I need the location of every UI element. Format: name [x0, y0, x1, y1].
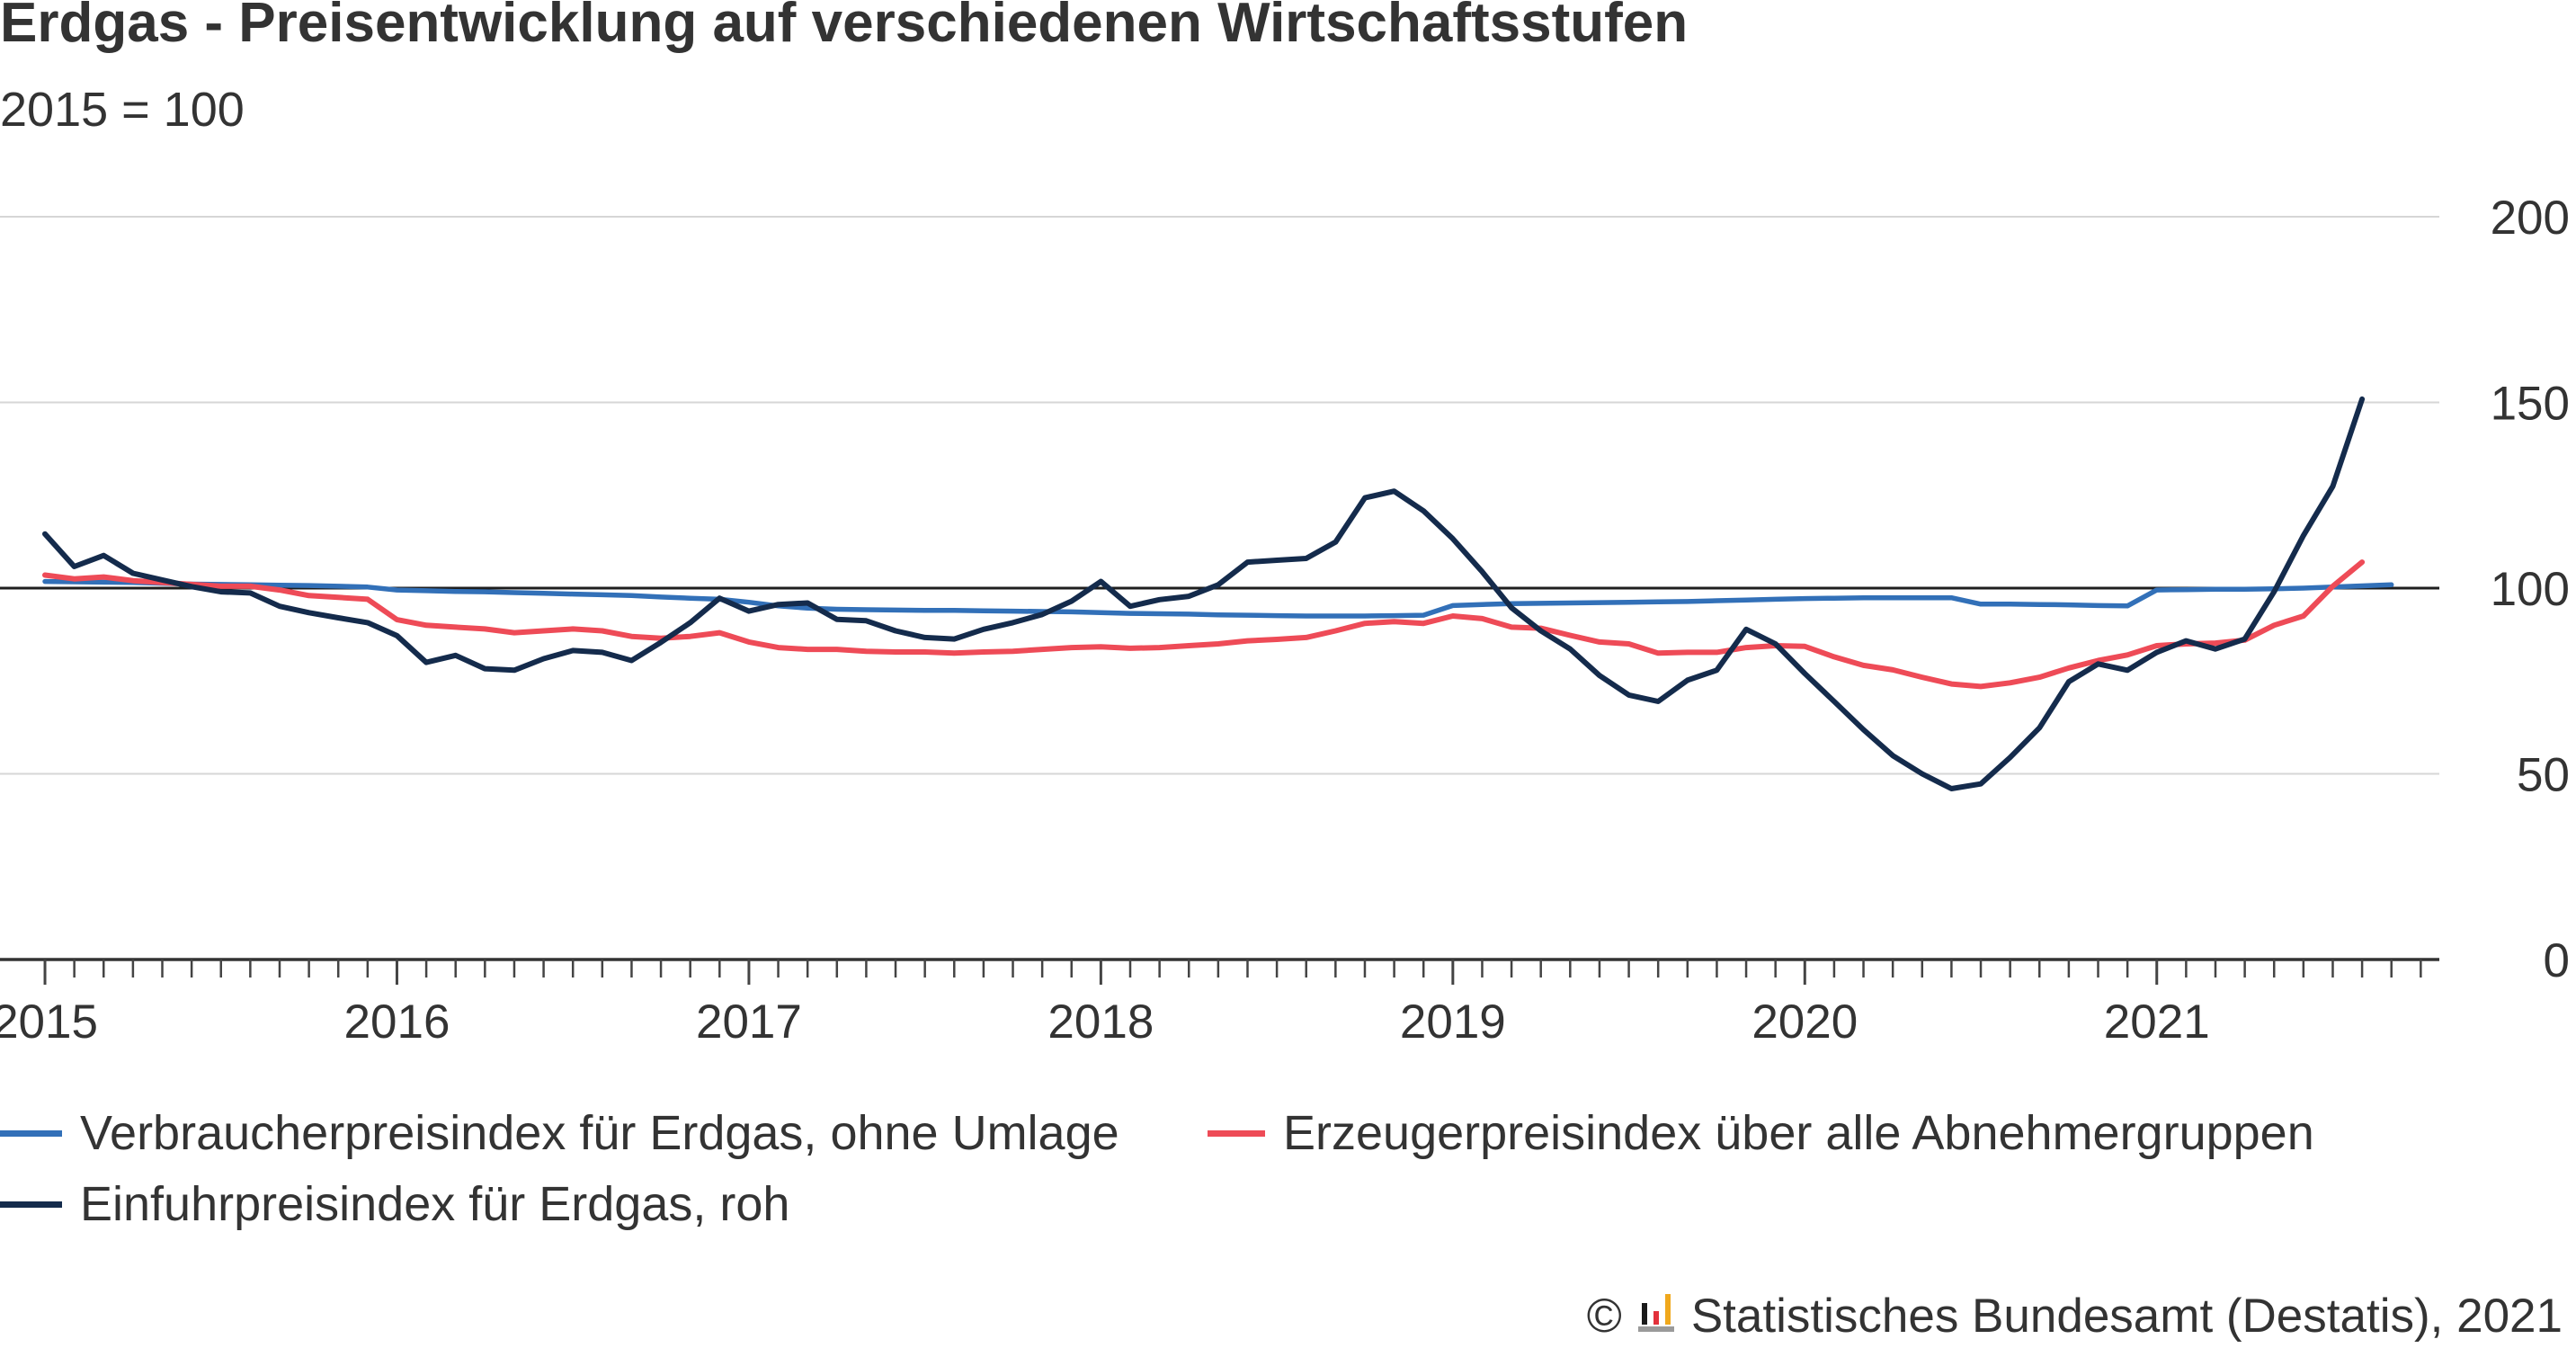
legend-row: Einfuhrpreisindex für Erdgas, roh: [0, 1180, 2576, 1228]
series-lines: [42, 396, 2394, 791]
chart-subtitle: 2015 = 100: [0, 83, 245, 137]
legend-row: Verbraucherpreisindex für Erdgas, ohne U…: [0, 1109, 2576, 1157]
legend-swatch: [1208, 1129, 1265, 1137]
series-line-import-price-index: [42, 396, 2366, 791]
x-tick-label: 2020: [1752, 995, 1858, 1049]
x-tick-label: 2017: [696, 995, 802, 1049]
x-tick-label: 2021: [2104, 995, 2210, 1049]
series-line-consumer-price-index: [42, 578, 2394, 619]
y-tick-label: 100: [2491, 563, 2570, 616]
x-tick-label: 2016: [344, 995, 450, 1049]
legend-item-consumer-price-index: Verbraucherpreisindex für Erdgas, ohne U…: [0, 1109, 1119, 1157]
x-tick-label: 2018: [1047, 995, 1154, 1049]
legend-label: Erzeugerpreisindex über alle Abnehmergru…: [1283, 1106, 2314, 1160]
series-line-producer-price-index: [42, 559, 2366, 690]
chart-title: Erdgas - Preisentwicklung auf verschiede…: [0, 0, 1689, 54]
y-tick-label: 150: [2491, 378, 2570, 431]
x-tick-label: 2015: [0, 995, 98, 1049]
legend-item-producer-price-index: Erzeugerpreisindex über alle Abnehmergru…: [1208, 1109, 2314, 1157]
y-tick-label: 50: [2517, 749, 2570, 802]
legend-label: Einfuhrpreisindex für Erdgas, roh: [80, 1177, 790, 1231]
legend-swatch: [0, 1201, 62, 1208]
legend-swatch: [0, 1129, 62, 1137]
line-chart: 2015 2016 2017 2018 2019 2020 2021 0 50 100 150 20…: [0, 192, 2570, 1049]
y-tick-label: 0: [2544, 934, 2570, 987]
y-tick-label: 200: [2491, 192, 2570, 245]
legend-item-import-price-index: Einfuhrpreisindex für Erdgas, roh: [0, 1180, 789, 1228]
gridlines: [0, 216, 2439, 961]
y-axis-labels: 0 50 100 150 200: [2491, 192, 2570, 987]
x-tick-label: 2019: [1400, 995, 1506, 1049]
destatis-logo-icon: [1637, 1294, 1674, 1332]
source-footer: © Statistisches Bundesamt (Destatis), 20…: [1587, 1292, 2563, 1340]
x-axis: 2015 2016 2017 2018 2019 2020 2021: [0, 960, 2422, 1049]
source-text: Statistisches Bundesamt (Destatis), 2021: [1690, 1290, 2563, 1343]
copyright-symbol: ©: [1586, 1290, 1622, 1343]
legend-label: Verbraucherpreisindex für Erdgas, ohne U…: [80, 1106, 1119, 1160]
